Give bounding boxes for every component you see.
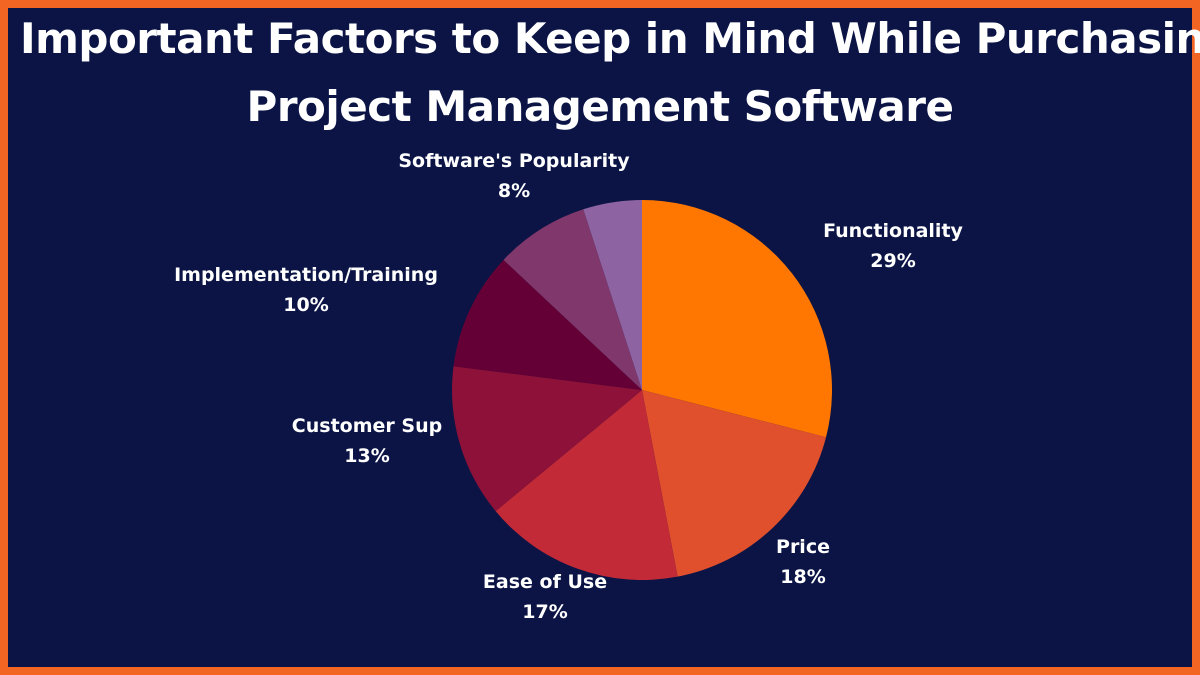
chart-title-line-1: Important Factors to Keep in Mind While …	[20, 14, 1200, 63]
pie-slice-other	[583, 200, 642, 390]
pie-slice-price	[642, 390, 827, 577]
pie-slice-customer-support	[452, 366, 642, 512]
slice-value-software-s-popularity: 8%	[498, 180, 530, 202]
slice-label-customer-support: Customer Sup	[292, 415, 442, 437]
slice-value-ease-of-use: 17%	[522, 601, 567, 623]
slice-label-implementation-training: Implementation/Training	[174, 264, 438, 286]
pie-slice-implementation-training	[453, 259, 642, 390]
slice-label-price: Price	[776, 536, 830, 558]
slice-label-functionality: Functionality	[823, 220, 963, 242]
slice-value-functionality: 29%	[870, 250, 915, 272]
slice-label-software-s-popularity: Software's Popularity	[398, 150, 630, 172]
pie-slices	[452, 200, 832, 580]
pie-slice-functionality	[642, 200, 832, 438]
slice-value-customer-support: 13%	[344, 445, 389, 467]
slice-label-ease-of-use: Ease of Use	[483, 571, 607, 593]
pie-slice-ease-of-use	[495, 390, 678, 580]
chart-title-line-2: Project Management Software	[246, 82, 954, 131]
slice-value-implementation-training: 10%	[283, 294, 328, 316]
pie-slice-software-s-popularity	[503, 209, 642, 390]
pie-labels: Functionality 29% Price 18% Ease of Use 17% Cu…	[174, 150, 963, 623]
slice-value-price: 18%	[780, 566, 825, 588]
